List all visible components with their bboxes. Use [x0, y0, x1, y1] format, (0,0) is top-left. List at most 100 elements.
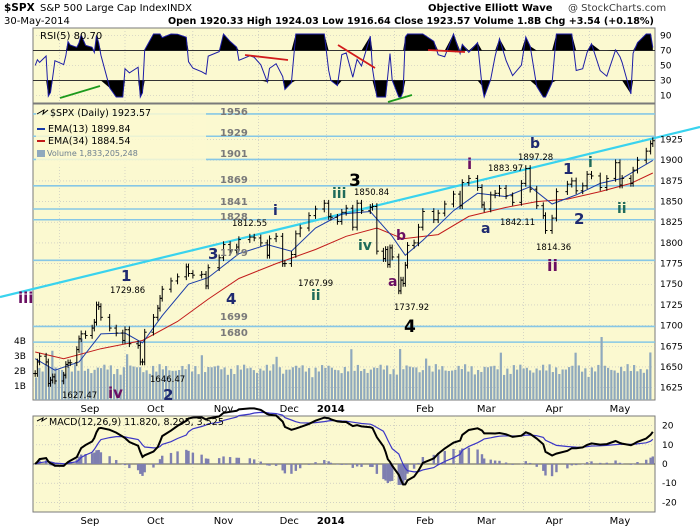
macd-line — [34, 407, 654, 486]
x-axis-label: 2014 — [317, 516, 345, 527]
volume-bar — [246, 368, 249, 400]
price-bar — [374, 203, 379, 255]
volume-bar — [558, 373, 561, 400]
volume-bar — [610, 369, 613, 400]
price-tick: 1825 — [660, 218, 683, 228]
wave-label: 1 — [121, 267, 131, 285]
volume-bar — [438, 369, 441, 400]
volume-bar — [626, 364, 629, 400]
macd-hist-bar — [436, 452, 440, 464]
volume-bar — [490, 366, 493, 400]
macd-hist-bar — [629, 464, 633, 465]
price-bar — [631, 166, 636, 187]
volume-bar — [243, 364, 246, 400]
x-axis-label: Feb — [416, 516, 434, 527]
volume-bar — [532, 372, 535, 400]
macd-hist-bar — [570, 464, 573, 466]
macd-hist-bar — [631, 463, 635, 465]
price-bar — [306, 212, 311, 232]
price-bar — [186, 263, 191, 277]
price-label: 1767.99 — [298, 279, 333, 289]
macd-hist-bar — [340, 464, 344, 465]
price-label: 1729.86 — [110, 286, 145, 296]
macd-hist-bar — [618, 462, 622, 464]
exchange: INDX — [167, 3, 192, 14]
volume-bar — [174, 370, 177, 400]
macd-hist-bar — [191, 452, 195, 464]
macd-hist-bar — [528, 462, 532, 464]
volume-bar — [171, 370, 174, 400]
price-label: 1814.36 — [536, 243, 571, 253]
price-bar — [420, 208, 425, 231]
macd-hist-bar — [390, 464, 394, 481]
volume-bar — [145, 370, 148, 400]
price-tick: 1725 — [660, 301, 683, 311]
fib-label: 1841 — [220, 197, 248, 208]
x-axis-label: Apr — [546, 404, 564, 415]
macd-hist-bar — [128, 464, 131, 469]
macd-hist-bar — [355, 464, 359, 467]
macd-hist-bar — [417, 462, 420, 464]
volume-bar — [100, 368, 103, 400]
volume-bar — [499, 352, 502, 400]
volume-bar — [57, 369, 60, 400]
price-label: 1897.28 — [518, 153, 553, 163]
rsi-trendline — [59, 85, 101, 99]
macd-hist-bar — [480, 454, 484, 464]
volume-bar — [207, 367, 210, 400]
price-bar — [475, 175, 480, 191]
volume-bar — [415, 367, 418, 400]
macd-hist-bar — [152, 464, 155, 468]
macd-hist-bar — [283, 464, 287, 474]
price-legend: $SPX (Daily) 1923.57 EMA(13) 1899.84 EMA… — [36, 107, 206, 165]
price-bar — [482, 201, 487, 213]
price-bar — [580, 182, 585, 195]
volume-bar — [334, 369, 337, 400]
volume-bar — [340, 373, 343, 400]
volume-bar — [477, 369, 480, 400]
volume-bar — [590, 367, 593, 400]
volume-bar — [330, 367, 333, 400]
wave-label: 3 — [349, 171, 361, 191]
macd-hist-bar — [489, 459, 492, 464]
volume-bar — [38, 367, 41, 400]
macd-hist-bar — [401, 464, 405, 485]
price-bar — [620, 175, 625, 189]
volume-bar — [337, 370, 340, 400]
brand: Objective Elliott Wave — [428, 3, 553, 14]
volume-bar — [194, 366, 197, 400]
volume-bar — [116, 368, 119, 400]
price-bar — [635, 156, 640, 174]
price-tick: 1625 — [660, 384, 683, 394]
volume-bar — [369, 369, 372, 400]
volume-bar — [516, 369, 519, 400]
price-bar — [416, 223, 421, 247]
macd-hist-bar — [581, 464, 584, 465]
volume-bar — [181, 365, 184, 400]
volume-bar — [184, 369, 187, 400]
wave-label: iv — [108, 384, 123, 402]
volume-bar — [506, 368, 509, 400]
volume-bar — [620, 366, 623, 400]
volume-bar — [603, 365, 606, 400]
volume-bar — [392, 369, 395, 400]
symbol: $SPX — [4, 2, 35, 14]
macd-tick: -10 — [662, 479, 677, 489]
volume-bar — [96, 367, 99, 400]
macd-hist-bar — [136, 464, 140, 471]
price-bar — [328, 213, 333, 221]
macd-hist-bar — [90, 453, 94, 464]
volume-bar — [451, 370, 454, 400]
volume-bar — [636, 371, 639, 400]
macd-hist-bar — [161, 455, 164, 464]
volume-bar — [233, 374, 236, 400]
price-bar — [313, 205, 318, 219]
macd-hist-bar — [399, 464, 403, 485]
volume-bar — [412, 367, 415, 400]
price-bar — [644, 147, 649, 164]
wave-label: 4 — [404, 317, 416, 337]
volume-bar — [142, 372, 145, 400]
x-axis-label: Nov — [214, 516, 234, 527]
price-bar — [598, 172, 603, 191]
